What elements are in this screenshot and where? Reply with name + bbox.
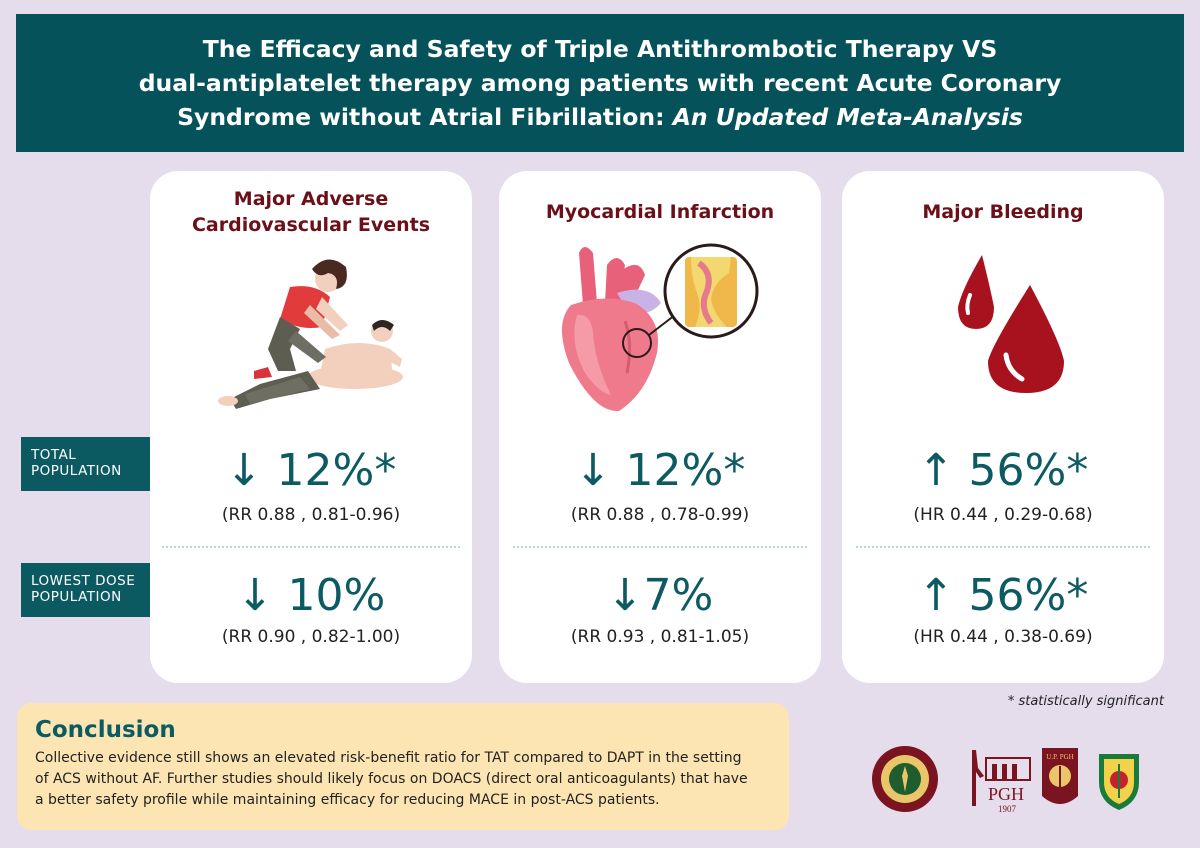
conclusion-box: Conclusion Collective evidence still sho… (17, 703, 789, 830)
up-seal-logo (870, 744, 940, 818)
pgh-logo: PGH 1907 (962, 746, 1034, 818)
title-line-1: The Efficacy and Safety of Triple Antith… (202, 34, 998, 63)
label-line: POPULATION (31, 588, 122, 605)
cpr-illustration (150, 249, 472, 419)
heart-artery-illustration (499, 243, 821, 423)
conclusion-text: Collective evidence still shows an eleva… (35, 748, 771, 811)
card-title-line: Major Adverse (233, 188, 389, 210)
conclusion-line: a better safety profile while maintainin… (35, 792, 660, 808)
up-pgh-text: U.P. PGH (1046, 753, 1073, 761)
conclusion-line: Collective evidence still shows an eleva… (35, 750, 742, 766)
bleeding-lowest-stat: ↑ 56%* (917, 570, 1089, 621)
title-italic: An Updated Meta-Analysis (672, 103, 1023, 132)
card-title: Major Bleeding (922, 201, 1084, 223)
row-divider (513, 546, 807, 548)
label-line: TOTAL (31, 447, 77, 463)
significance-footnote: * statistically significant (1007, 694, 1164, 709)
card-title: Myocardial Infarction (545, 201, 775, 223)
bleeding-total-ci: (HR 0.44 , 0.29-0.68) (913, 505, 1093, 525)
pgh-text: PGH (988, 784, 1024, 804)
row-divider (162, 546, 460, 548)
pgh-year: 1907 (998, 804, 1017, 814)
title-line-2: dual-antiplatelet therapy among patients… (138, 68, 1062, 97)
page-title: The Efficacy and Safety of Triple Antith… (100, 32, 1100, 134)
bleeding-lowest-ci: (HR 0.44 , 0.38-0.69) (913, 627, 1093, 647)
mace-total-ci: (RR 0.88 , 0.81-0.96) (221, 505, 401, 525)
medical-society-shield-logo (1096, 750, 1142, 816)
mace-total-stat: ↓ 12%* (225, 445, 397, 496)
card-title-line: Cardiovascular Events (191, 213, 431, 236)
card-title: Major Adverse Cardiovascular Events (150, 187, 472, 238)
mi-total-stat: ↓ 12%* (574, 445, 746, 496)
conclusion-heading: Conclusion (35, 717, 176, 743)
bleeding-card: Major Bleeding ↑ 56%* (HR 0.44 , 0.29-0.… (842, 171, 1164, 683)
mi-card: Myocardial Infarction ↓ 12%* (RR 0.88 , … (499, 171, 821, 683)
title-banner: The Efficacy and Safety of Triple Antith… (16, 14, 1184, 152)
label-line: LOWEST DOSE (31, 573, 136, 589)
blood-drops-illustration (842, 255, 1164, 395)
conclusion-line: of ACS without AF. Further studies shoul… (35, 771, 748, 787)
label-line: POPULATION (31, 462, 122, 479)
title-line-3: Syndrome without Atrial Fibrillation: (177, 103, 673, 132)
mace-card: Major Adverse Cardiovascular Events ↓ 12… (150, 171, 472, 683)
mace-lowest-ci: (RR 0.90 , 0.82-1.00) (221, 627, 401, 647)
mi-lowest-ci: (RR 0.93 , 0.81-1.05) (570, 627, 750, 647)
mace-lowest-stat: ↓ 10% (236, 570, 386, 621)
row-divider (856, 546, 1150, 548)
mi-total-ci: (RR 0.88 , 0.78-0.99) (570, 505, 750, 525)
bleeding-total-stat: ↑ 56%* (917, 445, 1089, 496)
mi-lowest-stat: ↓7% (606, 570, 714, 621)
up-pgh-department-logo: U.P. PGH (1040, 746, 1080, 816)
